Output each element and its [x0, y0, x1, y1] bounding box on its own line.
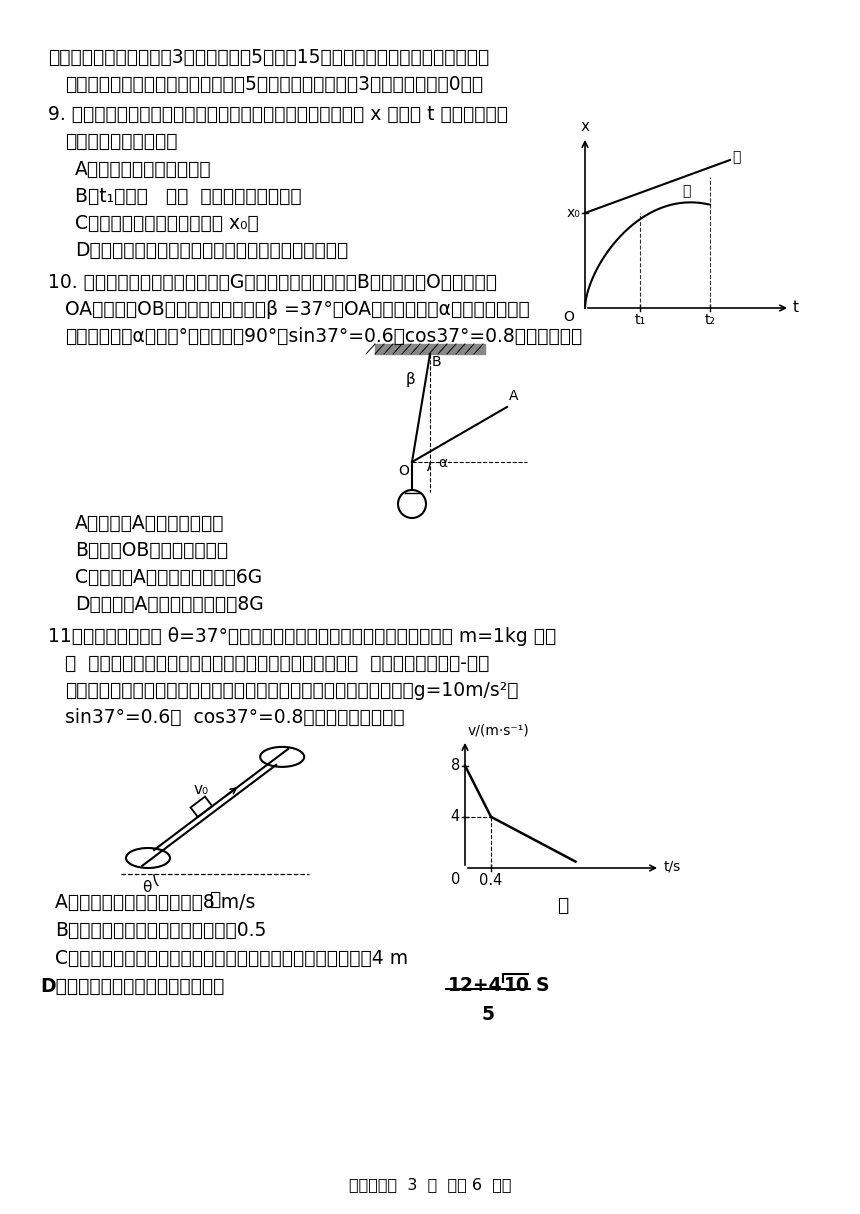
Text: B．t₁时刻，   甲、  乙两物体的速度相等: B．t₁时刻， 甲、 乙两物体的速度相等 — [75, 187, 302, 206]
Text: sin37°=0.6，  cos37°=0.8。下列说法正确的是: sin37°=0.6， cos37°=0.8。下列说法正确的是 — [65, 708, 404, 727]
Text: 有多项符合题目要求；全部选对的得5分，选对但不全的得3分，有选错的得0分。: 有多项符合题目要求；全部选对的得5分，选对但不全的得3分，有选错的得0分。 — [65, 75, 483, 93]
Text: v₀: v₀ — [194, 783, 209, 798]
Text: C．细线。A的拉力最小值为．6G: C．细线。A的拉力最小值为．6G — [75, 568, 262, 588]
Text: t/s: t/s — [664, 860, 681, 873]
Text: t: t — [793, 301, 799, 316]
Text: A: A — [509, 388, 519, 403]
Text: OA，使电线OB与竖直方向的夹角为β =37°，OA与水平方向成α角。现保持．点: OA，使电线OB与竖直方向的夹角为β =37°，OA与水平方向成α角。现保持．点 — [65, 300, 530, 319]
Text: x: x — [580, 119, 589, 134]
Text: 9. 甲、乙两物体沿同一方向同时开始做直线运动，它们的位移 x 与时间 t 的图像如图所: 9. 甲、乙两物体沿同一方向同时开始做直线运动，它们的位移 x 与时间 t 的图… — [48, 104, 508, 124]
Text: θ: θ — [142, 880, 151, 895]
Text: 甲: 甲 — [732, 151, 740, 164]
Text: v/(m·s⁻¹): v/(m·s⁻¹) — [468, 724, 530, 738]
Text: 二、多项选择题：本题共3小题，每小题5分，共15分。在每小题给出的四个选项中，: 二、多项选择题：本题共3小题，每小题5分，共15分。在每小题给出的四个选项中， — [48, 49, 489, 67]
Text: S: S — [536, 976, 550, 995]
Text: 0: 0 — [451, 872, 460, 887]
Text: A．传送带转动的速度大小为8 m/s: A．传送带转动的速度大小为8 m/s — [55, 894, 255, 912]
Text: 8: 8 — [451, 758, 460, 773]
Text: 4: 4 — [451, 810, 460, 824]
Text: 10. 如图，一盏电灯的重力大小为G，悬于水平天花板上的B点，在电线O处系一细线: 10. 如图，一盏电灯的重力大小为G，悬于水平天花板上的B点，在电线O处系一细线 — [48, 273, 497, 293]
Text: 乙: 乙 — [557, 896, 568, 915]
Text: D．物体甲做匀加速直线运动，物体乙做减速直线运动: D．物体甲做匀加速直线运动，物体乙做减速直线运动 — [75, 242, 348, 260]
Text: C．出发时物体乙在物体甲前 x₀处: C．出发时物体乙在物体甲前 x₀处 — [75, 214, 259, 233]
Text: 示。下列说法正确的是: 示。下列说法正确的是 — [65, 132, 177, 151]
Text: 乙: 乙 — [682, 185, 691, 198]
Text: C．物块向上运动到最高点的过程中，物块相对传送带的路程为4 m: C．物块向上运动到最高点的过程中，物块相对传送带的路程为4 m — [55, 949, 408, 968]
Text: O: O — [563, 310, 574, 324]
Text: 0.4: 0.4 — [479, 873, 503, 887]
Text: B．物块与传送带间的动摩擦因数为0.5: B．物块与传送带间的动摩擦因数为0.5 — [55, 921, 267, 940]
Text: t₁: t₁ — [635, 313, 646, 327]
Text: 高一物理第  3  页  （共 6  页）: 高一物理第 3 页 （共 6 页） — [349, 1178, 511, 1192]
Text: β: β — [406, 371, 415, 387]
Text: 图像如图乙所示，设最大静摩擦力等于滑动摩擦力，重力加速度大小取g=10m/s²，: 图像如图乙所示，设最大静摩擦力等于滑动摩擦力，重力加速度大小取g=10m/s²， — [65, 681, 519, 700]
Text: D．细线。A的拉力最小值为．8G: D．细线。A的拉力最小值为．8G — [75, 595, 264, 614]
Text: D．物块在传送带上运动的总时间为: D．物块在传送带上运动的总时间为 — [40, 977, 224, 995]
Text: A．甲、乙两物体相遇两次: A．甲、乙两物体相遇两次 — [75, 160, 212, 178]
Text: O: O — [398, 464, 409, 478]
Text: t₂: t₂ — [704, 313, 716, 327]
Text: 5: 5 — [482, 1005, 494, 1023]
Text: 位置不变，使α角由．°缓慢增加到90°，sin37°=0.6，cos37°=0.8。在此过程中: 位置不变，使α角由．°缓慢增加到90°，sin37°=0.6，cos37°=0.… — [65, 327, 582, 346]
Text: A．细线。A的拉力逐渐减小: A．细线。A的拉力逐渐减小 — [75, 514, 224, 533]
Text: 甲: 甲 — [210, 890, 221, 909]
Text: 块  （可视为质点）以某一初速度从传送带底端滑上传送带  ，物块运动的速度-时间: 块 （可视为质点）以某一初速度从传送带底端滑上传送带 ，物块运动的速度-时间 — [65, 654, 489, 673]
Text: B: B — [432, 354, 442, 369]
Text: B．电线OB的拉力逐渐减小: B．电线OB的拉力逐渐减小 — [75, 541, 228, 560]
Text: 11．如图甲，倾角为 θ=37°的足够长的传送带顺时针匀速转动。一质量为 m=1kg 的物: 11．如图甲，倾角为 θ=37°的足够长的传送带顺时针匀速转动。一质量为 m=1… — [48, 626, 556, 646]
Text: α: α — [438, 456, 447, 470]
Text: 12+4: 12+4 — [448, 976, 502, 995]
Text: x₀: x₀ — [566, 206, 580, 220]
Text: 10: 10 — [504, 976, 530, 995]
